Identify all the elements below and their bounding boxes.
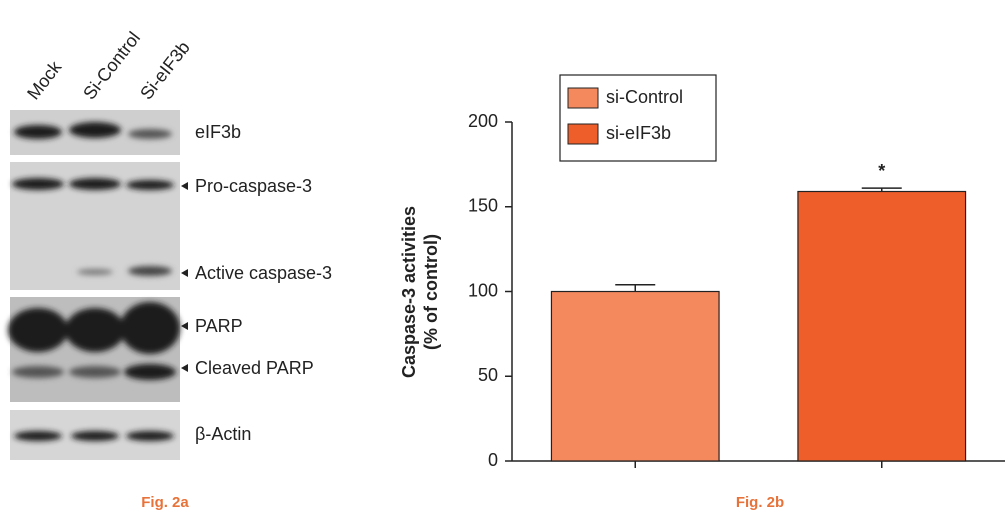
legend-swatch [567,123,599,145]
y-tick-label: 0 [488,450,498,470]
annotation: * [878,161,885,181]
band-label: β-Actin [195,424,251,444]
blot-panels [8,110,188,460]
y-axis-label: (% of control) [421,234,441,350]
band-label: Active caspase-3 [195,263,332,283]
caption: Fig. 2b [736,494,784,511]
band-label: PARP [195,316,243,336]
band-label: eIF3b [195,122,241,142]
y-tick-label: 50 [478,365,498,385]
y-tick-label: 100 [468,280,498,300]
legend-swatch [567,87,599,109]
legend-label: si-Control [606,87,683,107]
y-tick-label: 200 [468,111,498,131]
lane-label: Mock [23,56,66,103]
band-label: Pro-caspase-3 [195,176,312,196]
lane-label: Si-Control [79,28,144,103]
y-axis-label: Caspase-3 activities [399,206,419,378]
band-label: Cleaved PARP [195,358,314,378]
legend-label: si-eIF3b [606,123,671,143]
bar [550,290,720,462]
y-tick-label: 150 [468,196,498,216]
lane-label: Si-eIF3b [136,37,194,103]
caption: Fig. 2a [141,494,189,511]
bar [797,190,967,462]
